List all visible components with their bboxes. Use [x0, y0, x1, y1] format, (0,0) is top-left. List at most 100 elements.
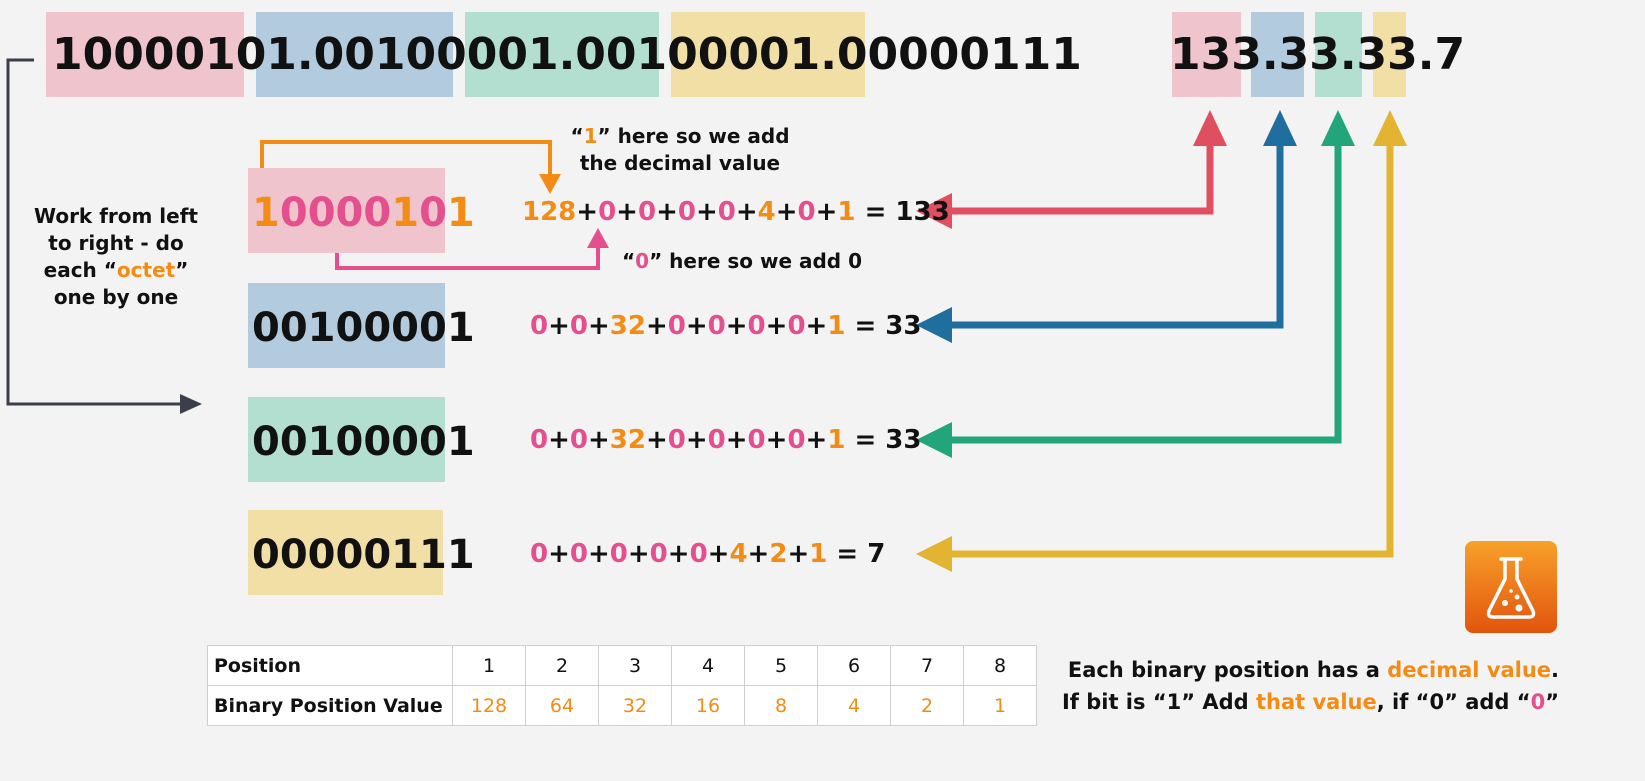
decimal-octet1: 133	[1170, 29, 1262, 80]
dec1-highlight	[1172, 12, 1241, 97]
yellow-result-arrow	[916, 110, 1407, 572]
blue-result-arrow	[916, 110, 1297, 343]
equation-term: 0	[707, 425, 726, 455]
plus-sign: +	[735, 197, 758, 227]
equation-term: 0	[707, 311, 726, 341]
one-annotation-pre: “	[570, 124, 584, 148]
plus-sign: +	[685, 311, 708, 341]
equation-term: 0	[609, 539, 628, 569]
zero-annotation-pre: “	[622, 249, 636, 273]
bottom-line2-post: ”	[1545, 689, 1559, 714]
equation-term: 1	[809, 539, 828, 569]
equation-term: 0	[747, 311, 766, 341]
binary-ip-text: 10000101.00100001.00100001.00000111	[52, 33, 1082, 77]
row1-bit6: 1	[391, 190, 420, 236]
row4-equation: 0+0+0+0+0+4+2+1 = 7	[530, 541, 885, 567]
decimal-octet2: 33	[1278, 29, 1340, 80]
row3-octet-box	[248, 397, 445, 482]
equation-term: 0	[530, 311, 549, 341]
plus-sign: +	[725, 311, 748, 341]
dec4-highlight	[1373, 12, 1406, 97]
row2-equation: 0+0+32+0+0+0+0+1 = 33	[530, 313, 922, 339]
row1-bit3: 0	[307, 190, 336, 236]
value-cell: 2	[890, 685, 964, 726]
row4-octet: 00000111	[252, 532, 475, 578]
equation-term: 0	[649, 539, 668, 569]
row2-octet-box	[248, 283, 445, 368]
plus-sign: +	[645, 311, 668, 341]
row2-octet: 00100001	[252, 305, 475, 351]
left-note-line2: to right - do	[48, 231, 184, 255]
decimal-ip-text: 133.33.33.7	[1170, 33, 1465, 77]
value-row: Binary Position Value 128 64 32 16 8 4 2…	[207, 685, 1037, 726]
equation-term: 0	[667, 425, 686, 455]
position-cell: 7	[890, 645, 964, 686]
equation-term: 128	[522, 197, 577, 227]
plus-sign: +	[707, 539, 730, 569]
equation-term: 0	[787, 425, 806, 455]
equation-term: 32	[609, 425, 646, 455]
left-flow-arrow	[6, 58, 202, 414]
equation-term: 0	[689, 539, 708, 569]
equation-term: 0	[530, 539, 549, 569]
row1-result: = 133	[855, 197, 950, 227]
equation-term: 0	[747, 425, 766, 455]
bottom-line1-post: .	[1551, 658, 1559, 682]
equation-term: 0	[569, 425, 588, 455]
left-note-line1: Work from left	[33, 204, 198, 228]
bottom-line1: Each binary position has a decimal value…	[1062, 655, 1559, 687]
decimal-octet4: 7	[1434, 29, 1466, 80]
decimal-dot2: .	[1339, 29, 1357, 80]
bottom-explanation: Each binary position has a decimal value…	[1062, 655, 1559, 718]
equation-term: 1	[827, 425, 846, 455]
left-note-line3: each “octet”	[18, 257, 214, 284]
plus-sign: +	[548, 539, 570, 569]
plus-sign: +	[627, 539, 650, 569]
plus-sign: +	[747, 539, 770, 569]
binary-octet4: 00000111	[836, 29, 1082, 80]
plus-sign: +	[587, 311, 610, 341]
zero-bit-annotation: “0” here so we add 0	[622, 248, 862, 275]
value-cell: 32	[598, 685, 672, 726]
red-result-arrow	[916, 110, 1227, 229]
position-row: Position 1 2 3 4 5 6 7 8	[207, 645, 1037, 686]
zero-annotation-highlight: 0	[635, 249, 650, 273]
equation-term: 0	[530, 425, 549, 455]
equation-term: 0	[667, 311, 686, 341]
decimal-dot1: .	[1261, 29, 1279, 80]
row3-result: = 33	[845, 425, 922, 455]
row1-bit4: 0	[335, 190, 364, 236]
binary-octet3: 00100001	[575, 29, 821, 80]
octet4-highlight	[671, 12, 865, 97]
one-annotation-line2: the decimal value	[579, 151, 781, 175]
green-result-arrow	[916, 110, 1355, 458]
bottom-line2-highlight: that value	[1255, 689, 1377, 714]
plus-sign: +	[548, 425, 570, 455]
equation-term: 2	[769, 539, 788, 569]
bottom-line2: If bit is “1” Add that value, if “0” add…	[1062, 687, 1559, 719]
row1-bit2: 0	[279, 190, 308, 236]
binary-dot3: .	[820, 29, 837, 80]
octet3-highlight	[465, 12, 659, 97]
equation-term: 4	[757, 197, 776, 227]
octet2-highlight	[256, 12, 453, 97]
equation-term: 1	[837, 197, 856, 227]
value-cell: 1	[963, 685, 1037, 726]
equation-term: 0	[787, 311, 806, 341]
row1-terms: 128+0+0+0+0+4+0+1	[522, 197, 856, 227]
position-cell: 3	[598, 645, 672, 686]
flask-glyph	[1486, 557, 1536, 619]
value-cell: 4	[817, 685, 891, 726]
position-cell: 2	[525, 645, 599, 686]
decimal-octet3: 33	[1356, 29, 1418, 80]
plus-sign: +	[685, 425, 708, 455]
equation-term: 0	[677, 197, 696, 227]
plus-sign: +	[645, 425, 668, 455]
equation-term: 32	[609, 311, 646, 341]
row4-octet-box	[248, 510, 443, 595]
plus-sign: +	[765, 425, 788, 455]
equation-term: 0	[797, 197, 816, 227]
position-cell: 6	[817, 645, 891, 686]
bottom-line2-mid: , if “0” add “	[1376, 689, 1531, 714]
one-annotation-highlight: 1	[583, 124, 598, 148]
